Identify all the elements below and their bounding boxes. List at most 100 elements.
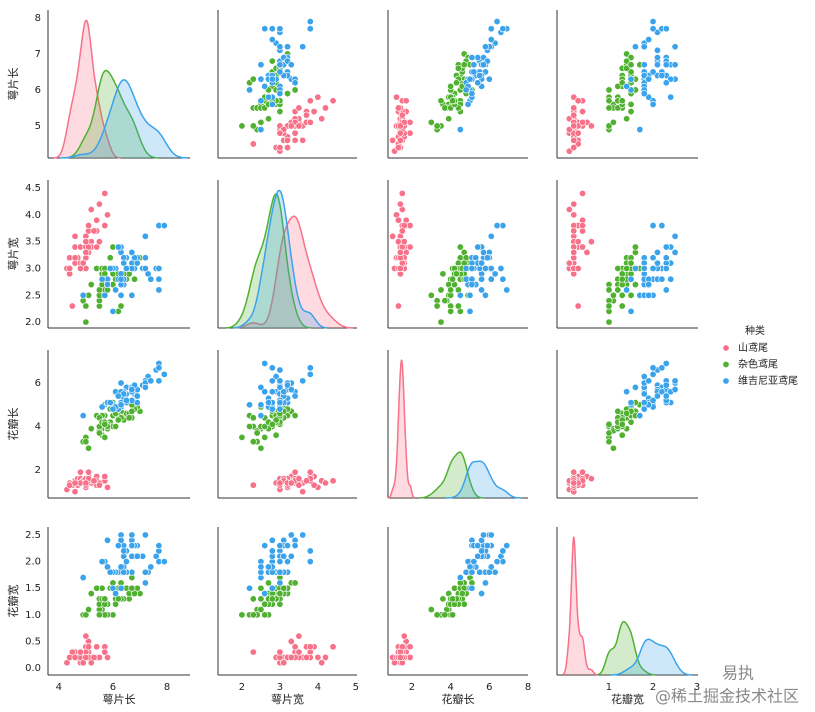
scatter-point (402, 97, 410, 105)
x-tick-label: 8 (164, 682, 170, 693)
scatter-point (276, 377, 284, 385)
scatter-point (249, 414, 257, 422)
scatter-point (295, 104, 303, 112)
scatter-point (101, 595, 109, 603)
scatter-point (257, 444, 265, 452)
scatter-point (587, 238, 595, 246)
scatter-point (491, 270, 499, 278)
scatter-point (257, 118, 265, 126)
scatter-point (329, 97, 337, 105)
scatter-point (257, 412, 265, 420)
scatter-point (658, 388, 666, 396)
scatter-point (653, 248, 661, 256)
scatter-point (456, 243, 464, 251)
scatter-point (310, 108, 318, 116)
scatter-point (645, 75, 653, 83)
scatter-point (133, 552, 141, 560)
scatter-point (79, 574, 87, 582)
scatter-point (131, 275, 139, 283)
scatter-point (480, 61, 488, 69)
scatter-point (645, 377, 653, 385)
scatter-point (394, 238, 402, 246)
scatter-point (398, 227, 406, 235)
scatter-point (614, 407, 622, 415)
scatter-point (574, 264, 582, 272)
scatter-point (95, 611, 103, 619)
scatter-point (112, 590, 120, 598)
scatter-point (468, 54, 476, 62)
scatter-point (400, 238, 408, 246)
scatter-point (90, 477, 98, 485)
scatter-point (85, 468, 93, 476)
scatter-point (85, 606, 93, 614)
scatter-point (565, 259, 573, 267)
scatter-point (283, 90, 291, 98)
scatter-point (265, 563, 273, 571)
scatter-point (653, 46, 661, 54)
scatter-point (276, 129, 284, 137)
scatter-point (618, 291, 626, 299)
scatter-point (155, 264, 163, 272)
scatter-point (287, 386, 295, 394)
scatter-point (87, 590, 95, 598)
scatter-point (614, 286, 622, 294)
scatter-point (627, 108, 635, 116)
scatter-point (406, 643, 414, 651)
scatter-point (117, 563, 125, 571)
scatter-point (389, 232, 397, 240)
scatter-point (398, 189, 406, 197)
y-tick-label: 2.0 (25, 557, 41, 568)
scatter-point (299, 43, 307, 51)
scatter-point (605, 86, 613, 94)
scatter-point (306, 364, 314, 372)
kde-line (388, 358, 415, 499)
y-tick-label: 4.5 (25, 183, 41, 194)
x-axis-label: 花瓣长 (442, 692, 475, 706)
scatter-point (645, 36, 653, 44)
scatter-point (71, 653, 79, 661)
scatter-point (82, 479, 90, 487)
scatter-point (299, 488, 307, 496)
scatter-point (141, 531, 149, 539)
x-tick-label: 5 (353, 682, 359, 693)
scatter-point (587, 475, 595, 483)
scatter-point (79, 412, 87, 420)
scatter-point (261, 25, 269, 33)
scatter-point (253, 429, 261, 437)
scatter-point (280, 584, 288, 592)
scatter-point (462, 275, 470, 283)
scatter-point (627, 75, 635, 83)
scatter-point (104, 211, 112, 219)
scatter-point (155, 542, 163, 550)
scatter-point (570, 479, 578, 487)
scatter-point (109, 405, 117, 413)
scatter-point (249, 140, 257, 148)
kde-line (562, 536, 598, 676)
scatter-point (574, 302, 582, 310)
scatter-point (117, 584, 125, 592)
scatter-point (627, 291, 635, 299)
scatter-point (623, 115, 631, 123)
scatter-point (570, 104, 578, 112)
scatter-point (122, 558, 130, 566)
scatter-point (261, 359, 269, 367)
scatter-point (268, 364, 276, 372)
scatter-point (283, 144, 291, 152)
scatter-point (649, 100, 657, 108)
scatter-point (433, 611, 441, 619)
legend-marker (722, 360, 730, 368)
scatter-point (318, 659, 326, 667)
scatter-point (112, 286, 120, 294)
scatter-point (570, 248, 578, 256)
scatter-point (82, 632, 90, 640)
scatter-point (261, 542, 269, 550)
scatter-point (117, 302, 125, 310)
scatter-point (261, 611, 269, 619)
scatter-point (299, 136, 307, 144)
scatter-point (268, 405, 276, 413)
scatter-point (503, 286, 511, 294)
scatter-point (478, 259, 486, 267)
scatter-point (587, 122, 595, 130)
scatter-point (155, 364, 163, 372)
scatter-point (640, 90, 648, 98)
